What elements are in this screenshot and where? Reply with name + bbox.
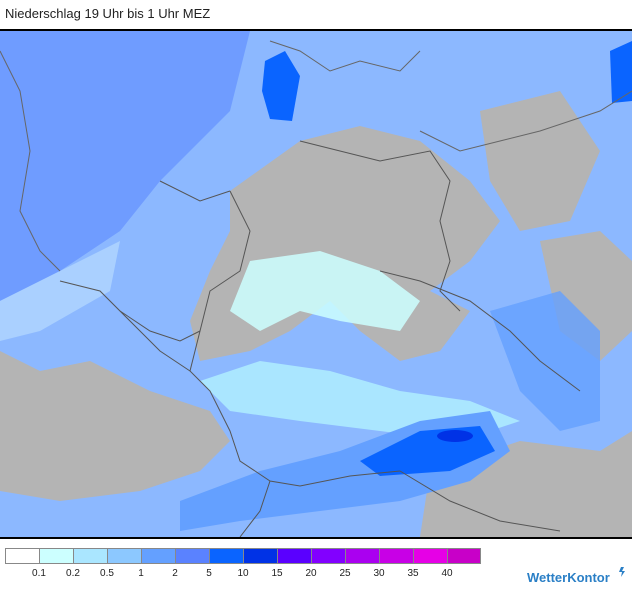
wetterkontor-logo: WetterKontor <box>527 570 610 585</box>
land-dry-west <box>0 351 230 501</box>
map-canvas <box>0 31 632 537</box>
coastlines <box>0 40 632 272</box>
precip-area-west <box>0 31 250 301</box>
precip-strong-north <box>262 51 300 121</box>
legend-label: 0.5 <box>100 568 114 579</box>
legend-swatch <box>345 548 379 564</box>
precip-area-channel <box>0 241 120 341</box>
legend-label: 30 <box>373 568 385 579</box>
legend-label: 15 <box>271 568 283 579</box>
legend-swatch <box>447 548 481 564</box>
legend-swatch <box>175 548 209 564</box>
legend-label: 10 <box>237 568 249 579</box>
legend-label: 2 <box>172 568 178 579</box>
legend-label: 0.1 <box>32 568 46 579</box>
legend-swatch <box>311 548 345 564</box>
precip-east-band <box>490 291 600 431</box>
precip-legend-labels: 0.1 0.2 0.5 1 2 5 10 15 20 25 30 35 40 <box>5 568 505 582</box>
legend-swatch <box>277 548 311 564</box>
legend-label: 35 <box>407 568 419 579</box>
precip-peak <box>437 430 473 442</box>
logo-icon <box>619 567 625 577</box>
precip-trace-band <box>230 251 420 331</box>
legend-label: 0.2 <box>66 568 80 579</box>
legend-swatch <box>379 548 413 564</box>
legend-swatch <box>107 548 141 564</box>
legend-label: 1 <box>138 568 144 579</box>
legend-swatch <box>141 548 175 564</box>
legend-swatch <box>209 548 243 564</box>
precip-strong-northeast <box>610 41 632 103</box>
precip-legend <box>5 548 481 566</box>
precipitation-map <box>0 29 632 539</box>
country-borders <box>59 140 581 537</box>
land-dry-northeast <box>480 91 600 231</box>
legend-swatch <box>73 548 107 564</box>
map-title: Niederschlag 19 Uhr bis 1 Uhr MEZ <box>5 6 211 21</box>
legend-label: 5 <box>206 568 212 579</box>
legend-swatch <box>413 548 447 564</box>
legend-swatch <box>243 548 277 564</box>
legend-swatch <box>39 548 73 564</box>
legend-label: 40 <box>441 568 453 579</box>
legend-label: 20 <box>305 568 317 579</box>
legend-swatch <box>5 548 39 564</box>
legend-label: 25 <box>339 568 351 579</box>
